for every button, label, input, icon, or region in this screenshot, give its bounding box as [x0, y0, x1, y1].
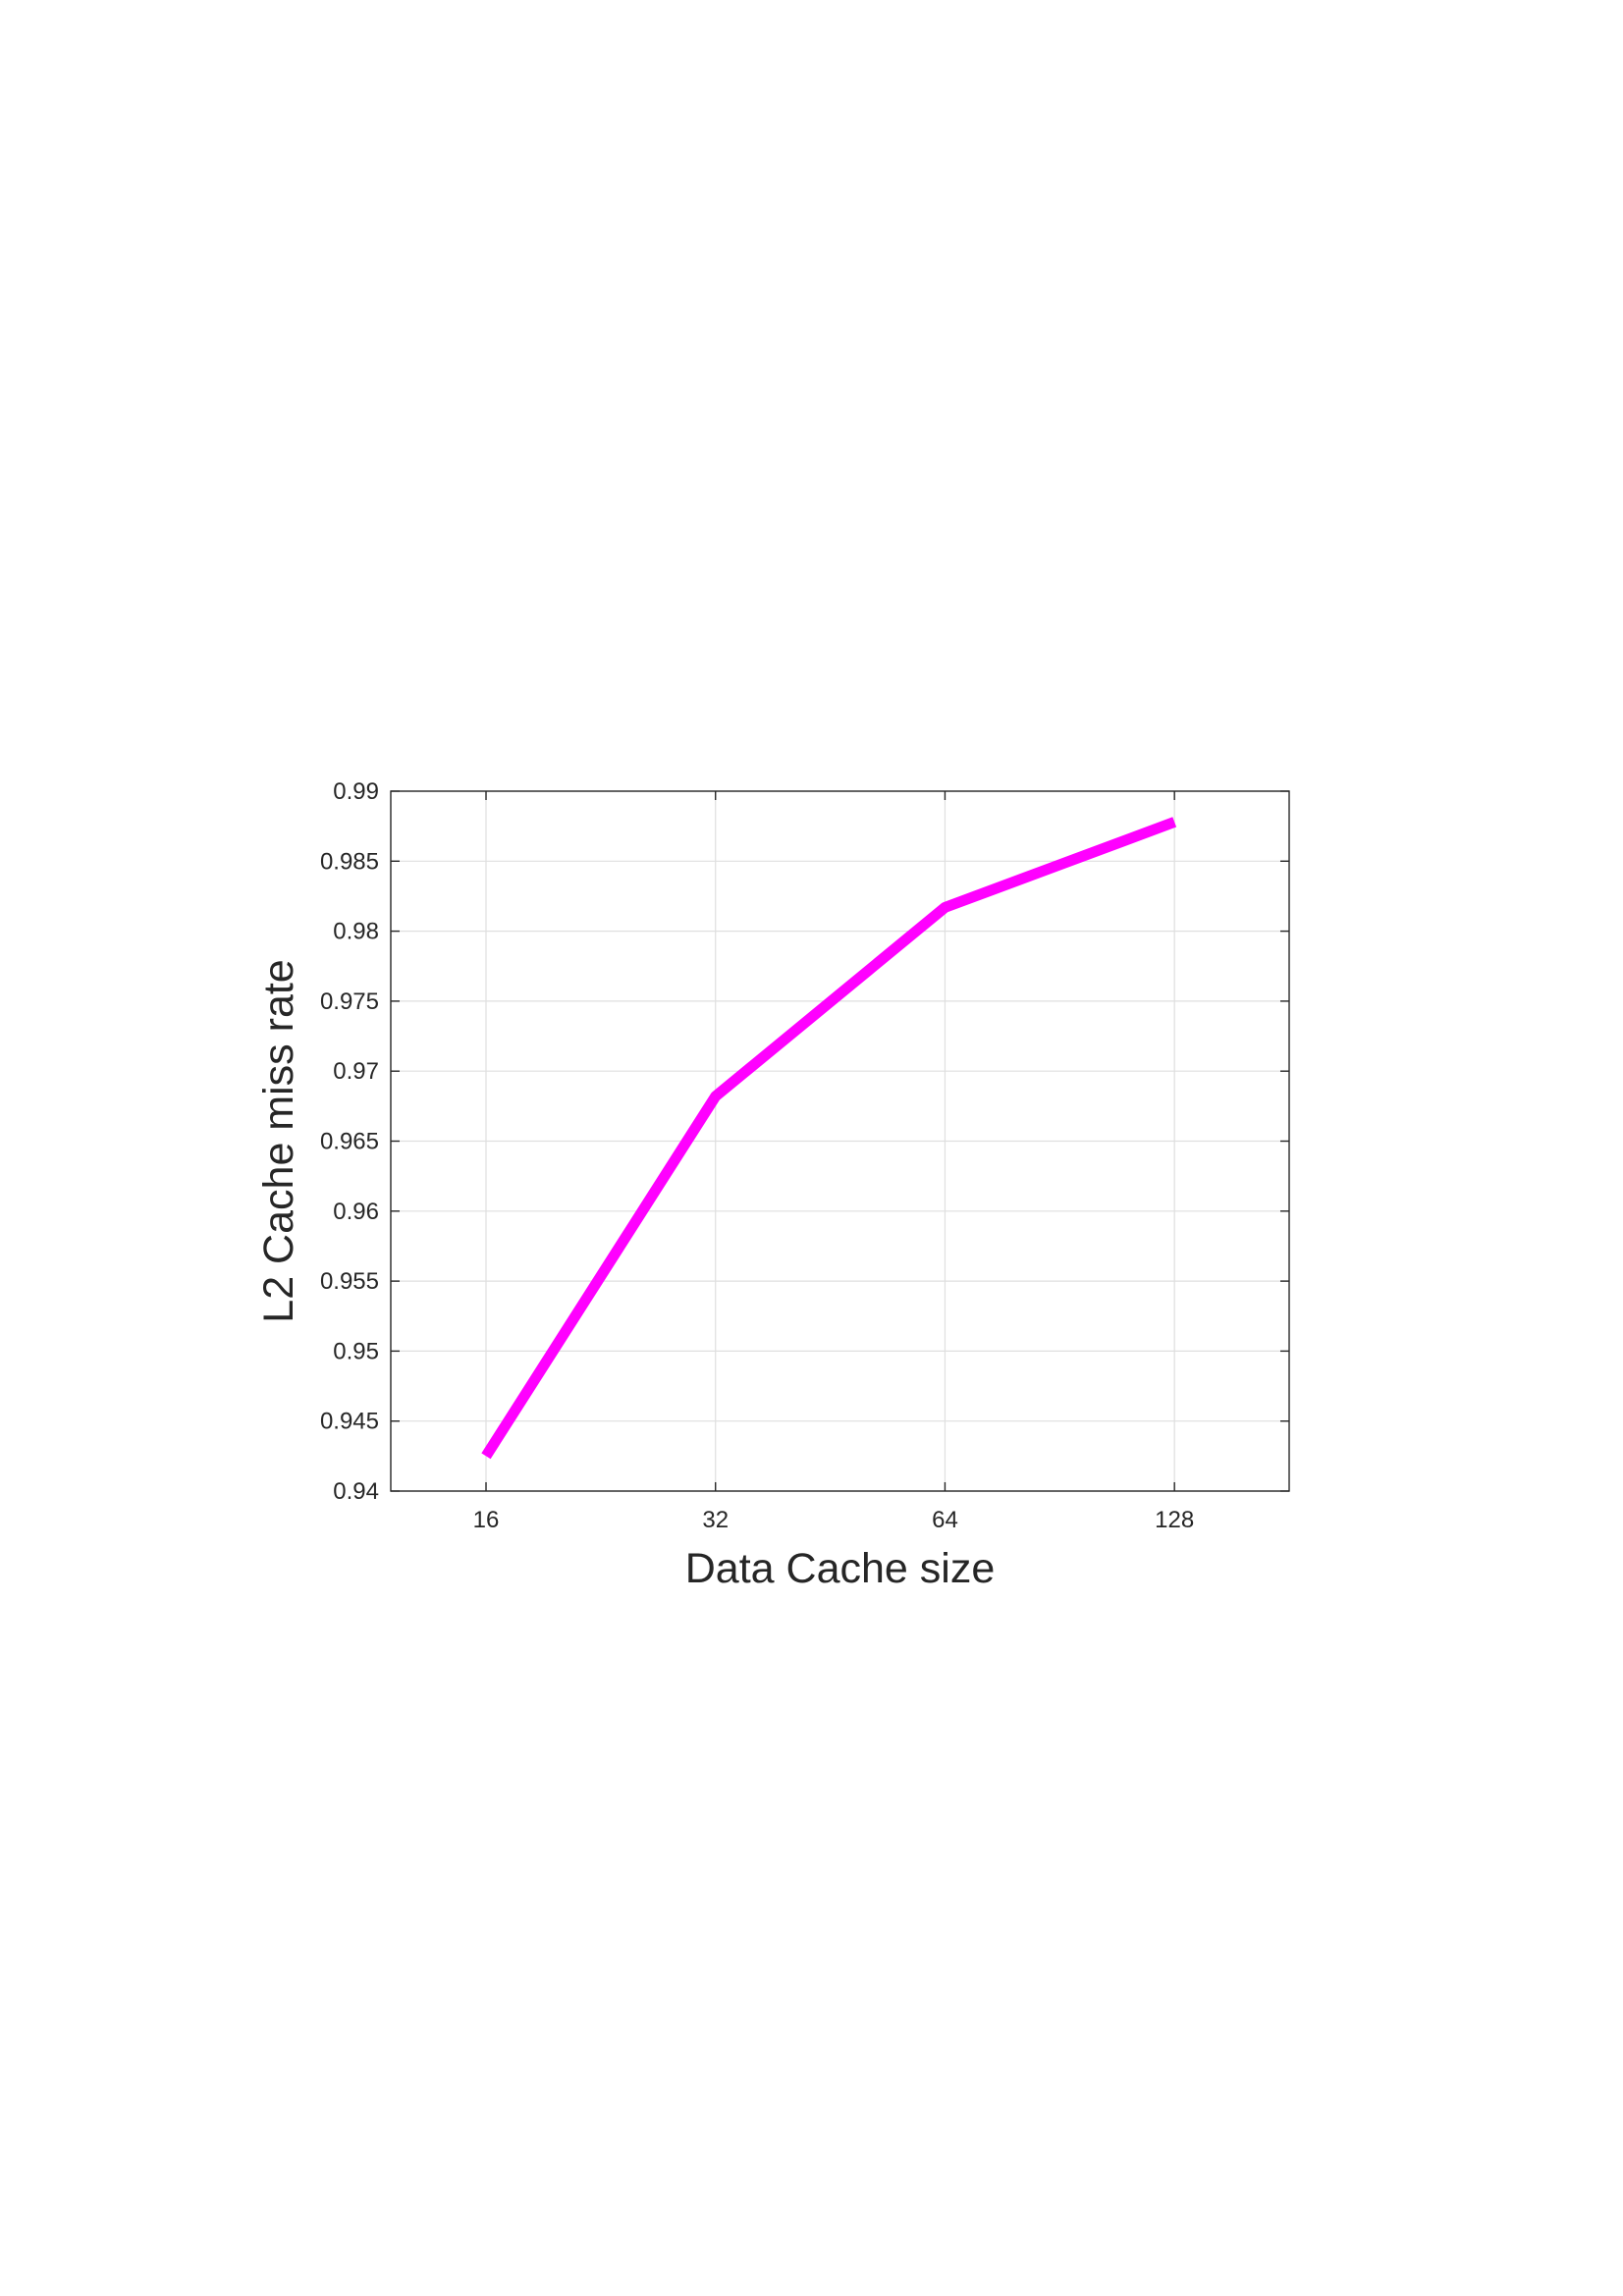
- y-tick-label: 0.95: [333, 1338, 379, 1364]
- tick-marks: [391, 790, 1289, 1492]
- y-tick-label: 0.975: [320, 988, 379, 1015]
- y-tick-label: 0.99: [333, 778, 379, 805]
- y-tick-label: 0.965: [320, 1129, 379, 1155]
- tick-labels: 0.94 0.945 0.95 0.955 0.96 0.965 0.97 0.975 0.98…: [320, 778, 1194, 1533]
- x-tick-label: 32: [702, 1507, 729, 1533]
- y-tick-label: 0.945: [320, 1409, 379, 1435]
- y-tick-label: 0.94: [333, 1478, 379, 1505]
- x-axis-title: Data Cache size: [685, 1545, 996, 1592]
- x-tick-label: 16: [473, 1507, 500, 1533]
- y-tick-label: 0.955: [320, 1268, 379, 1295]
- y-tick-label: 0.97: [333, 1058, 379, 1085]
- y-tick-label: 0.98: [333, 919, 379, 945]
- y-tick-label: 0.985: [320, 848, 379, 875]
- y-tick-label: 0.96: [333, 1199, 379, 1225]
- series-layer: [481, 817, 1177, 1460]
- x-tick-label: 128: [1155, 1507, 1194, 1533]
- y-axis-title: L2 Cache miss rate: [255, 959, 302, 1322]
- x-tick-label: 64: [932, 1507, 958, 1533]
- series-line: [481, 817, 1177, 1460]
